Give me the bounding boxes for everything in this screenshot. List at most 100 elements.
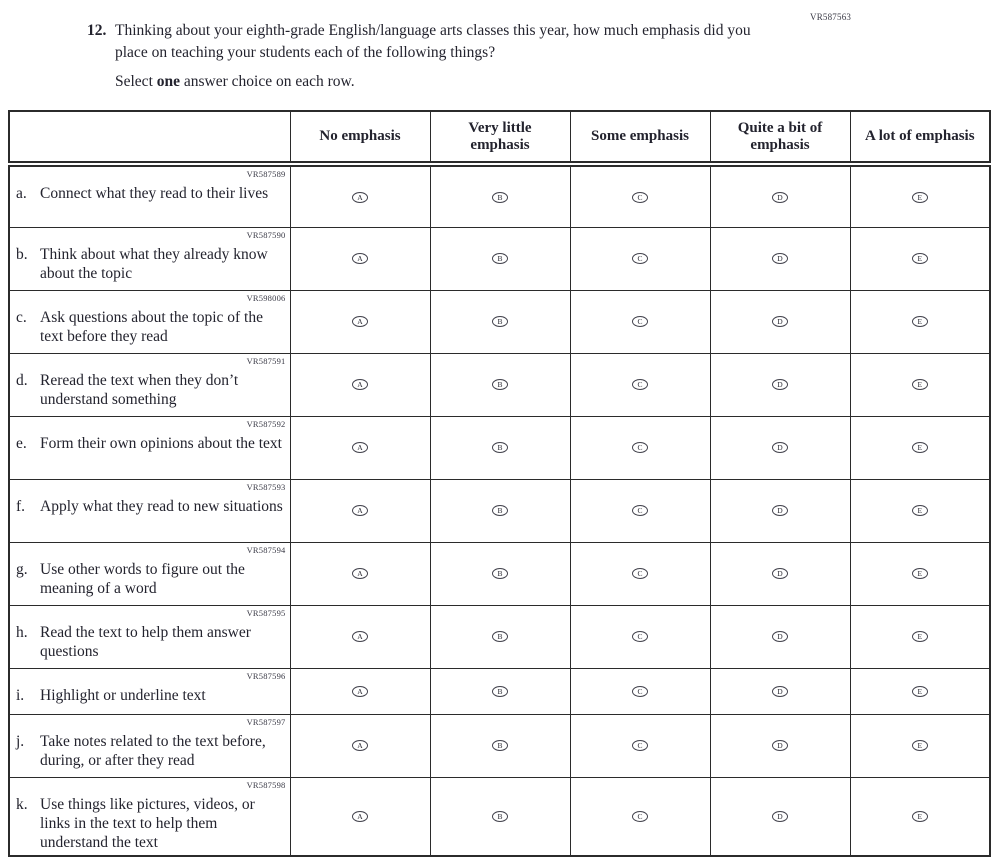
row-code: VR598006 — [246, 292, 286, 303]
row-letter: j. — [16, 732, 25, 750]
answer-bubble-D[interactable]: D — [772, 316, 788, 328]
row-stem-cell: VR587597 j. Take notes related to the te… — [8, 713, 291, 778]
column-header-very-little-emphasis: Very little emphasis — [429, 110, 571, 167]
answer-bubble-D[interactable]: D — [772, 631, 788, 643]
answer-bubble-B[interactable]: B — [492, 442, 508, 454]
row-code: VR587590 — [246, 229, 286, 240]
answer-bubble-E[interactable]: E — [911, 379, 928, 391]
row-letter: a. — [16, 185, 27, 202]
question-instruction: Select one answer choice on each row. — [115, 71, 355, 92]
instruction-suffix: answer choice on each row. — [180, 73, 355, 90]
table-row-j: VR587597 j. Take notes related to the te… — [8, 713, 991, 778]
row-code: VR587598 — [246, 779, 286, 790]
row-label: Highlight or underline text — [40, 686, 206, 704]
answer-bubble-E[interactable]: E — [911, 316, 928, 328]
instruction-prefix: Select — [115, 73, 157, 90]
row-code: VR587593 — [246, 481, 286, 492]
column-header-a-lot-of-emphasis: A lot of emphasis — [849, 110, 991, 167]
table-row-f: VR587593 f. Apply what they read to new … — [8, 478, 991, 543]
answer-bubble-C[interactable]: C — [632, 316, 648, 328]
answer-bubble-A[interactable]: A — [352, 631, 368, 643]
answer-bubble-C[interactable]: C — [632, 568, 648, 580]
answer-bubble-C[interactable]: C — [632, 379, 648, 391]
answer-bubble-B[interactable]: B — [492, 505, 508, 517]
answer-bubble-E[interactable]: E — [911, 191, 928, 203]
row-letter: i. — [16, 686, 25, 704]
row-stem-cell: VR587590 b. Think about what they alread… — [8, 226, 291, 291]
answer-bubble-A[interactable]: A — [352, 505, 368, 517]
row-code: VR587591 — [246, 355, 286, 366]
answer-bubble-E[interactable]: E — [911, 740, 928, 752]
answer-bubble-E[interactable]: E — [911, 253, 928, 265]
row-stem-cell: VR587598 k. Use things like pictures, vi… — [8, 776, 291, 857]
answer-bubble-B[interactable]: B — [492, 685, 508, 697]
row-label: Use things like pictures, videos, or lin… — [40, 795, 255, 851]
answer-bubble-A[interactable]: A — [352, 253, 368, 265]
answer-bubble-D[interactable]: D — [772, 568, 788, 580]
instruction-bold-word: one — [156, 73, 180, 90]
answer-bubble-A[interactable]: A — [352, 191, 368, 203]
answer-bubble-C[interactable]: C — [632, 740, 648, 752]
row-code: VR587592 — [246, 418, 286, 429]
column-header-quite-a-bit-of-emphasis: Quite a bit of emphasis — [709, 110, 851, 167]
row-code: VR587596 — [246, 670, 286, 681]
answer-bubble-C[interactable]: C — [632, 442, 648, 454]
row-letter: g. — [16, 560, 28, 578]
answer-bubble-D[interactable]: D — [772, 191, 788, 203]
header-row: No emphasis Very little emphasis Some em… — [8, 110, 991, 167]
answer-bubble-B[interactable]: B — [492, 568, 508, 580]
row-label: Use other words to figure out the meanin… — [40, 560, 245, 597]
column-header-no-emphasis: No emphasis — [289, 110, 431, 167]
answer-bubble-B[interactable]: B — [492, 253, 508, 265]
table-row-a: VR587589 a. Connect what they read to th… — [8, 163, 991, 228]
answer-bubble-B[interactable]: B — [492, 740, 508, 752]
answer-bubble-A[interactable]: A — [352, 568, 368, 580]
answer-bubble-C[interactable]: C — [632, 191, 648, 203]
table-row-e: VR587592 e. Form their own opinions abou… — [8, 415, 991, 480]
answer-bubble-A[interactable]: A — [352, 811, 368, 823]
answer-bubble-C[interactable]: C — [632, 631, 648, 643]
row-stem-cell: VR587592 e. Form their own opinions abou… — [8, 415, 291, 480]
answer-bubble-B[interactable]: B — [492, 191, 508, 203]
answer-bubble-D[interactable]: D — [772, 811, 788, 823]
row-letter: c. — [16, 308, 27, 326]
answer-bubble-B[interactable]: B — [492, 631, 508, 643]
answer-bubble-D[interactable]: D — [772, 505, 788, 517]
answer-bubble-D[interactable]: D — [772, 379, 788, 391]
answer-bubble-B[interactable]: B — [492, 379, 508, 391]
row-code: VR587589 — [246, 169, 286, 179]
answer-bubble-A[interactable]: A — [352, 316, 368, 328]
row-stem-cell: VR587589 a. Connect what they read to th… — [8, 163, 291, 228]
answer-bubble-E[interactable]: E — [911, 811, 928, 823]
question-text: Thinking about your eighth-grade English… — [115, 22, 751, 61]
row-stem-cell: VR587594 g. Use other words to figure ou… — [8, 541, 291, 606]
answer-bubble-A[interactable]: A — [352, 685, 368, 697]
answer-bubble-A[interactable]: A — [352, 379, 368, 391]
question-block: 12. Thinking about your eighth-grade Eng… — [87, 20, 763, 63]
table-row-c: VR598006 c. Ask questions about the topi… — [8, 289, 991, 354]
answer-bubble-E[interactable]: E — [911, 442, 928, 454]
answer-bubble-C[interactable]: C — [632, 685, 648, 697]
answer-bubble-E[interactable]: E — [911, 631, 928, 643]
answer-bubble-A[interactable]: A — [352, 740, 368, 752]
answer-bubble-C[interactable]: C — [632, 811, 648, 823]
answer-bubble-B[interactable]: B — [492, 316, 508, 328]
answer-bubble-E[interactable]: E — [911, 568, 928, 580]
answer-bubble-E[interactable]: E — [911, 505, 928, 517]
answer-bubble-D[interactable]: D — [772, 442, 788, 454]
answer-bubble-C[interactable]: C — [632, 253, 648, 265]
table-row-d: VR587591 d. Reread the text when they do… — [8, 352, 991, 417]
row-letter: k. — [16, 795, 28, 813]
answer-bubble-D[interactable]: D — [772, 740, 788, 752]
answer-bubble-E[interactable]: E — [911, 685, 928, 697]
answer-bubble-D[interactable]: D — [772, 253, 788, 265]
answer-bubble-B[interactable]: B — [492, 811, 508, 823]
row-code: VR587595 — [246, 607, 286, 618]
answer-bubble-D[interactable]: D — [772, 685, 788, 697]
row-stem-cell: VR598006 c. Ask questions about the topi… — [8, 289, 291, 354]
table-row-i: VR587596 i. Highlight or underline text … — [8, 667, 991, 715]
answer-bubble-C[interactable]: C — [632, 505, 648, 517]
question-number: 12. — [87, 22, 107, 39]
answer-bubble-A[interactable]: A — [352, 442, 368, 454]
row-label: Reread the text when they don’t understa… — [40, 371, 239, 408]
